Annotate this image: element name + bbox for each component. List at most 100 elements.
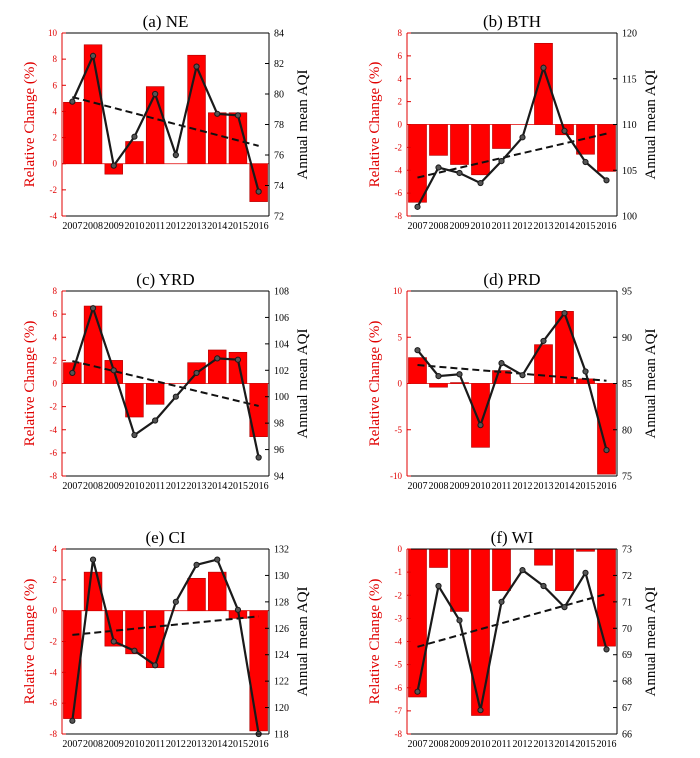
aqi-point-2016 [603,177,610,184]
right-tick-label: 110 [622,120,637,131]
right-tick-label: 115 [622,74,637,85]
x-tick-label: 2016 [597,221,617,232]
x-tick-label: 2011 [492,481,512,492]
bar-2016 [597,124,616,172]
aqi-point-2014 [561,310,568,317]
trend-line [417,364,607,382]
aqi-point-2015 [234,356,242,363]
x-tick-label: 2010 [124,739,144,750]
aqi-line [71,558,260,735]
x-tick-label: 2015 [228,221,248,232]
aqi-point-2016 [255,188,262,195]
right-tick-label: 98 [274,419,284,430]
bar-2008 [429,124,448,156]
right-tick-label: 72 [622,571,632,582]
bar-2016 [597,548,616,647]
left-tick-label: -4 [50,425,58,435]
aqi-line [71,52,260,192]
right-tick-label: 96 [274,445,284,456]
trend-line [72,360,259,407]
aqi-point-2007 [414,347,421,354]
aqi-point-2016 [255,454,262,461]
aqi-point-2012 [172,393,179,400]
left-tick-label: 0 [398,379,403,389]
aqi-point-2010 [477,707,484,714]
left-tick-label: 2 [398,97,403,107]
aqi-point-2007 [414,203,421,210]
right-tick-label: 70 [622,624,632,635]
x-tick-label: 2011 [145,481,165,492]
aqi-point-2015 [582,368,589,375]
panel-title: (e) CI [145,528,185,547]
panel-title: (d) PRD [483,270,540,289]
aqi-point-2013 [540,64,547,71]
right-tick-label: 104 [274,339,289,350]
x-tick-label: 2015 [576,481,596,492]
aqi-point-2011 [152,90,159,98]
x-tick-label: 2008 [83,481,103,492]
right-tick-label: 95 [622,287,632,298]
aqi-point-2009 [110,367,117,374]
left-tick-label: -2 [50,637,58,647]
aqi-point-2007 [69,98,76,105]
trend-line [72,615,259,636]
panel-title: (a) NE [143,12,189,31]
right-tick-label: 76 [274,151,284,162]
x-tick-label: 2009 [450,221,470,232]
left-tick-label: 10 [393,286,403,296]
right-tick-label: 73 [622,545,632,556]
x-tick-label: 2013 [187,739,207,750]
bar-2011 [492,124,511,149]
x-tick-label: 2014 [207,221,227,232]
bar-2014 [208,571,227,611]
x-tick-label: 2015 [228,739,248,750]
x-tick-label: 2012 [513,739,533,750]
y-axis-label-right: Annual mean AQI [643,329,659,439]
left-tick-label: 4 [53,544,58,554]
aqi-point-2012 [172,598,179,605]
x-tick-label: 2007 [62,221,82,232]
aqi-point-2016 [603,447,610,454]
left-tick-label: -4 [50,667,58,677]
bar-2013 [187,54,206,165]
left-tick-label: 8 [53,286,58,296]
x-tick-label: 2008 [429,221,449,232]
aqi-point-2015 [234,112,242,119]
x-tick-label: 2014 [207,739,227,750]
y-axis-label-right: Annual mean AQI [295,70,311,180]
left-tick-label: 6 [53,309,58,319]
aqi-point-2010 [131,133,138,140]
aqi-point-2008 [89,305,97,312]
left-tick-label: -7 [395,706,403,716]
aqi-point-2010 [477,179,484,187]
aqi-point-2014 [214,110,221,117]
aqi-line [416,64,608,208]
aqi-point-2015 [582,569,589,576]
x-tick-label: 2014 [207,481,227,492]
bar-2011 [145,86,165,165]
y-axis-label-left: Relative Change (%) [22,62,38,188]
x-tick-label: 2016 [597,739,617,750]
left-tick-label: 8 [53,54,58,64]
aqi-point-2013 [193,561,200,568]
aqi-point-2011 [152,662,159,669]
y-axis-label-right: Annual mean AQI [643,587,659,697]
right-tick-label: 75 [622,472,632,483]
x-tick-label: 2009 [104,221,124,232]
aqi-point-2013 [193,63,200,70]
right-tick-label: 100 [622,212,637,223]
x-tick-label: 2008 [83,739,103,750]
right-tick-label: 100 [274,392,289,403]
left-tick-label: 2 [53,133,58,143]
bar-2010 [471,124,490,176]
aqi-point-2007 [414,688,421,695]
aqi-point-2009 [456,617,463,624]
left-tick-label: -6 [395,683,403,693]
x-tick-label: 2011 [492,221,512,232]
left-tick-label: -2 [395,142,403,152]
x-tick-label: 2015 [576,221,596,232]
bar-2013 [534,548,553,566]
left-tick-label: -8 [50,729,58,739]
left-tick-label: -8 [50,471,58,481]
